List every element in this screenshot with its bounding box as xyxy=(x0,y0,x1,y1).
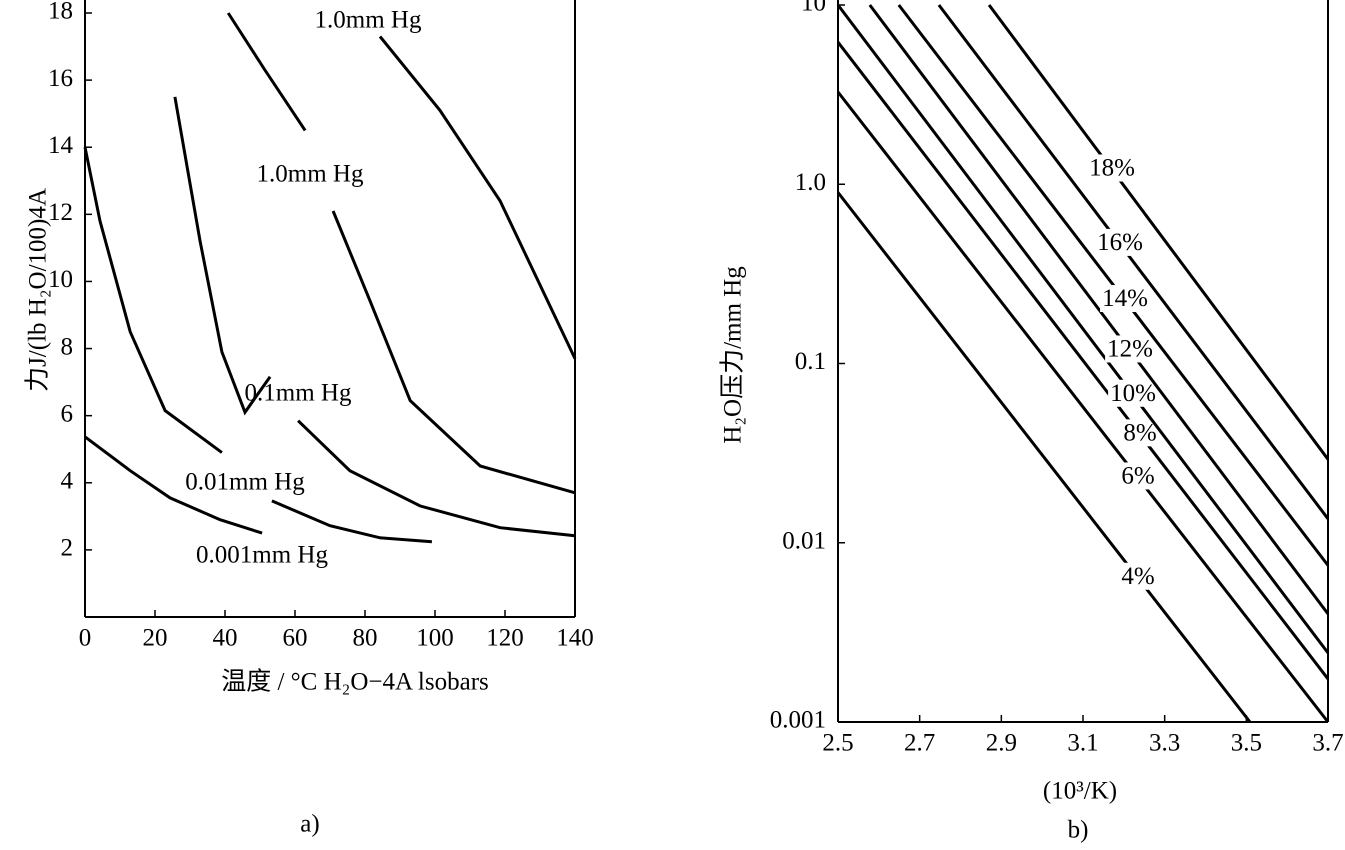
x-tick-label: 3.5 xyxy=(1231,730,1262,757)
curve-label: 10% xyxy=(1110,380,1156,407)
curve-label: 0.001mm Hg xyxy=(196,542,328,569)
y-tick-label: 6 xyxy=(61,400,74,427)
curve xyxy=(836,41,1330,680)
x-axis-label: (10³/K) xyxy=(1043,778,1117,805)
y-tick-label: 18 xyxy=(48,0,73,25)
label-background xyxy=(1108,379,1158,407)
curve xyxy=(868,4,1330,615)
curve-label: 0.1mm Hg xyxy=(245,380,352,407)
curve xyxy=(836,191,1252,723)
y-tick-label: 4 xyxy=(61,468,74,495)
y-axis-label: 力J/(lb H₂O/100)4A xyxy=(24,188,52,392)
y-tick-label: 10 xyxy=(801,0,826,17)
x-tick-label: 0 xyxy=(79,625,92,652)
curve-label: 4% xyxy=(1121,563,1154,590)
y-axis-label: H₂O压力/mm Hg xyxy=(719,266,747,444)
y-tick-label: 0.01 xyxy=(782,527,826,554)
label-background xyxy=(1105,335,1155,363)
x-tick-label: 3.1 xyxy=(1067,730,1098,757)
curve-label: 1.0mm Hg xyxy=(257,161,364,188)
curve xyxy=(836,91,1330,723)
x-tick-label: 3.7 xyxy=(1312,730,1343,757)
curve-label: 16% xyxy=(1097,229,1143,256)
x-tick-label: 60 xyxy=(283,625,308,652)
x-tick-label: 2.5 xyxy=(822,730,853,757)
curve-label: 14% xyxy=(1102,285,1148,312)
curve-label: 18% xyxy=(1089,155,1135,182)
curve-label: 6% xyxy=(1121,462,1154,489)
label-background xyxy=(1095,228,1145,256)
y-tick-label: 12 xyxy=(48,199,73,226)
x-tick-label: 2.7 xyxy=(904,730,935,757)
curve xyxy=(378,35,577,360)
panel-caption: b) xyxy=(1068,817,1089,844)
x-tick-label: 2.9 xyxy=(986,730,1017,757)
panel-caption: a) xyxy=(300,811,319,838)
curve xyxy=(83,146,433,544)
curve-label: 12% xyxy=(1107,335,1153,362)
y-tick-label: 10 xyxy=(48,266,73,293)
curve xyxy=(937,4,1330,520)
curve-label: 0.01mm Hg xyxy=(185,469,305,496)
curve xyxy=(987,4,1330,461)
curve xyxy=(226,12,576,495)
label-background xyxy=(1119,462,1157,490)
y-tick-label: 1.0 xyxy=(795,169,826,196)
curve-label: 1.0mm Hg xyxy=(315,7,422,34)
y-tick-label: 8 xyxy=(61,333,74,360)
label-background xyxy=(1121,419,1159,447)
x-tick-label: 20 xyxy=(143,625,168,652)
curve-label: 8% xyxy=(1123,419,1156,446)
y-tick-label: 0.001 xyxy=(770,707,826,734)
x-axis-label: 温度 / °C H₂O−4A lsobars xyxy=(221,668,489,696)
x-tick-label: 3.3 xyxy=(1149,730,1180,757)
label-background xyxy=(1119,562,1157,590)
x-tick-label: 140 xyxy=(556,625,594,652)
y-tick-label: 14 xyxy=(48,132,74,159)
x-tick-label: 40 xyxy=(213,625,238,652)
y-tick-label: 16 xyxy=(48,65,73,92)
y-tick-label: 2 xyxy=(61,535,74,562)
label-background xyxy=(1087,154,1137,182)
curve xyxy=(84,435,263,535)
x-tick-label: 80 xyxy=(353,625,378,652)
y-tick-label: 0.1 xyxy=(795,348,826,375)
label-background xyxy=(1100,285,1150,313)
curve xyxy=(173,96,576,538)
curve xyxy=(836,4,1330,654)
x-tick-label: 100 xyxy=(416,625,454,652)
x-tick-label: 120 xyxy=(486,625,524,652)
